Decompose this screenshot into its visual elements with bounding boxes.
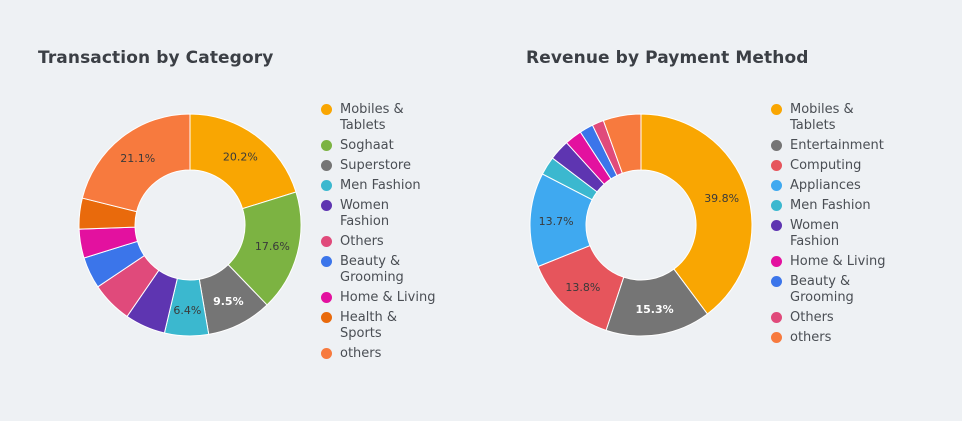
revenue-donut-chart: 39.8% 15.3% 13.8% 13.7% — [529, 113, 753, 337]
legend-label: Computing — [790, 158, 862, 173]
legend-swatch — [321, 292, 332, 303]
legend-swatch — [321, 180, 332, 191]
transaction-legend: Mobiles & Tablets Soghaat Superstore Men Fa… — [320, 102, 470, 366]
legend-item-entertainment[interactable]: Entertainment — [770, 138, 920, 154]
legend-label: Men Fashion — [790, 198, 871, 213]
legend-item-women-fashion[interactable]: Women Fashion — [770, 218, 920, 250]
legend-swatch — [771, 104, 782, 115]
legend-item-computing[interactable]: Computing — [770, 158, 920, 174]
slice-others[interactable] — [81, 113, 191, 213]
legend-label: Appliances — [790, 178, 861, 193]
slice-mobiles-and-tablets[interactable] — [189, 113, 297, 210]
legend-label: Soghaat — [340, 138, 394, 153]
legend-swatch — [321, 200, 332, 211]
revenue-legend: Mobiles & Tablets Entertainment Computing A… — [770, 102, 920, 350]
legend-label: others — [340, 346, 382, 361]
legend-label: Superstore — [340, 158, 411, 173]
legend-swatch — [771, 332, 782, 343]
legend-label: Others — [790, 310, 834, 325]
legend-item-beauty-and-grooming[interactable]: Beauty & Grooming — [770, 274, 920, 306]
legend-item-others[interactable]: others — [320, 346, 470, 362]
legend-item-others[interactable]: Others — [770, 310, 920, 326]
legend-label: others — [790, 330, 832, 345]
legend-item-soghaat[interactable]: Soghaat — [320, 138, 470, 154]
legend-label: Mobiles & Tablets — [790, 102, 854, 133]
legend-label: Men Fashion — [340, 178, 421, 193]
legend-item-others[interactable]: Others — [320, 234, 470, 250]
legend-swatch — [771, 312, 782, 323]
transaction-by-category-panel: Transaction by Category 20.2% 17.6% 9.5% 6.… — [38, 48, 470, 366]
legend-swatch — [771, 276, 782, 287]
legend-item-men-fashion[interactable]: Men Fashion — [770, 198, 920, 214]
legend-item-health-and-sports[interactable]: Health & Sports — [320, 310, 470, 342]
legend-label: Women Fashion — [340, 198, 390, 229]
legend-label: Home & Living — [790, 254, 886, 269]
legend-item-appliances[interactable]: Appliances — [770, 178, 920, 194]
data-label-appliances: 13.7% — [539, 215, 574, 228]
legend-swatch — [771, 140, 782, 151]
legend-label: Entertainment — [790, 138, 884, 153]
legend-item-beauty-and-grooming[interactable]: Beauty & Grooming — [320, 254, 470, 286]
chart-title: Transaction by Category — [38, 48, 274, 68]
legend-swatch — [771, 160, 782, 171]
data-label-others: 21.1% — [120, 152, 155, 165]
legend-label: Beauty & Grooming — [340, 254, 404, 285]
data-label-computing: 13.8% — [565, 281, 600, 294]
transaction-donut-chart: 20.2% 17.6% 9.5% 6.4% 21.1% — [78, 113, 302, 337]
legend-item-women-fashion[interactable]: Women Fashion — [320, 198, 470, 230]
data-label-men-fashion: 6.4% — [173, 304, 201, 317]
legend-item-home-and-living[interactable]: Home & Living — [770, 254, 920, 270]
slice-others[interactable] — [602, 113, 642, 174]
legend-swatch — [321, 160, 332, 171]
legend-swatch — [771, 200, 782, 211]
legend-item-men-fashion[interactable]: Men Fashion — [320, 178, 470, 194]
legend-label: Others — [340, 234, 384, 249]
data-label-entertainment: 15.3% — [635, 303, 673, 316]
legend-swatch — [321, 140, 332, 151]
data-label-superstore: 9.5% — [213, 295, 244, 308]
legend-label: Home & Living — [340, 290, 436, 305]
legend-swatch — [321, 348, 332, 359]
data-label-mobiles-and-tablets: 39.8% — [704, 192, 739, 205]
revenue-by-payment-method-panel: Revenue by Payment Method 39.8% 15.3% 13.8… — [481, 0, 962, 421]
legend-swatch — [771, 256, 782, 267]
legend-item-mobiles-and-tablets[interactable]: Mobiles & Tablets — [320, 102, 470, 134]
legend-swatch — [321, 312, 332, 323]
legend-swatch — [771, 220, 782, 231]
legend-swatch — [321, 104, 332, 115]
legend-item-superstore[interactable]: Superstore — [320, 158, 470, 174]
legend-swatch — [321, 256, 332, 267]
legend-item-home-and-living[interactable]: Home & Living — [320, 290, 470, 306]
chart-title: Revenue by Payment Method — [526, 48, 809, 68]
data-label-mobiles-and-tablets: 20.2% — [223, 151, 258, 164]
data-label-soghaat: 17.6% — [255, 240, 290, 253]
legend-swatch — [321, 236, 332, 247]
legend-label: Beauty & Grooming — [790, 274, 854, 305]
legend-item-others[interactable]: others — [770, 330, 920, 346]
legend-label: Mobiles & Tablets — [340, 102, 404, 133]
slice-mobiles-and-tablets[interactable] — [640, 113, 753, 315]
legend-label: Health & Sports — [340, 310, 397, 341]
legend-item-mobiles-and-tablets[interactable]: Mobiles & Tablets — [770, 102, 920, 134]
legend-label: Women Fashion — [790, 218, 840, 249]
legend-swatch — [771, 180, 782, 191]
